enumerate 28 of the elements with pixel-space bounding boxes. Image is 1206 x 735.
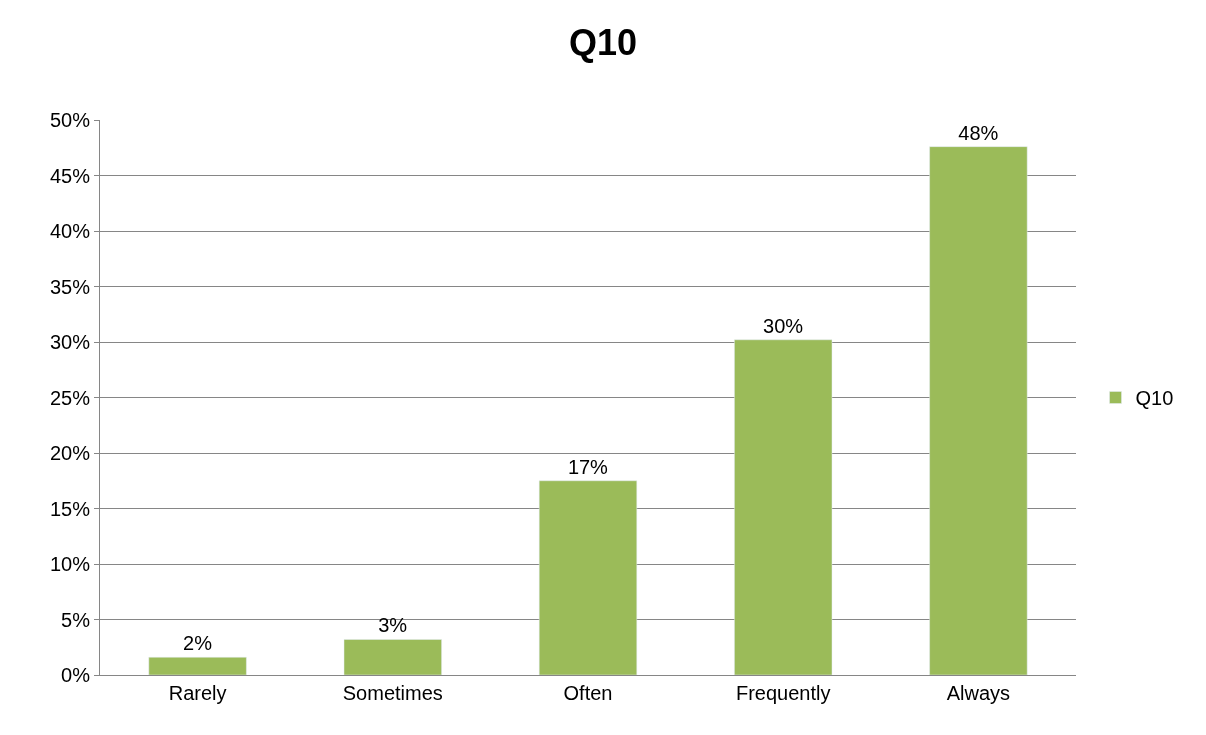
data-label: 2% — [183, 632, 213, 655]
data-label: 3% — [378, 614, 408, 637]
x-tick-label: Always — [946, 682, 1011, 704]
y-tick-label: 20% — [49, 442, 91, 464]
y-tick-label: 5% — [61, 608, 91, 631]
bar — [538, 480, 638, 675]
bar — [929, 146, 1028, 675]
y-tick-label: 10% — [49, 553, 91, 575]
x-tick-label: Often — [563, 682, 613, 704]
y-tick-label: 15% — [49, 497, 91, 520]
y-tick-label: 50% — [49, 109, 91, 131]
bar — [343, 639, 442, 675]
bar — [734, 339, 833, 675]
y-tick-label: 35% — [49, 275, 91, 298]
chart-title: Q10 — [568, 21, 638, 63]
y-tick-label: 45% — [49, 164, 91, 187]
y-tick-label: 0% — [61, 664, 91, 686]
y-tick-label: 40% — [49, 220, 91, 242]
y-tick-label: 25% — [49, 386, 91, 409]
x-tick-label: Sometimes — [342, 682, 443, 704]
x-tick-label: Frequently — [735, 682, 831, 704]
data-label: 30% — [763, 314, 804, 337]
bar — [148, 656, 247, 675]
y-tick-label: 30% — [49, 331, 91, 353]
legend-label: Q10 — [1135, 387, 1174, 410]
data-label: 48% — [958, 121, 999, 144]
data-label: 17% — [567, 455, 609, 478]
x-tick-label: Rarely — [168, 682, 227, 704]
